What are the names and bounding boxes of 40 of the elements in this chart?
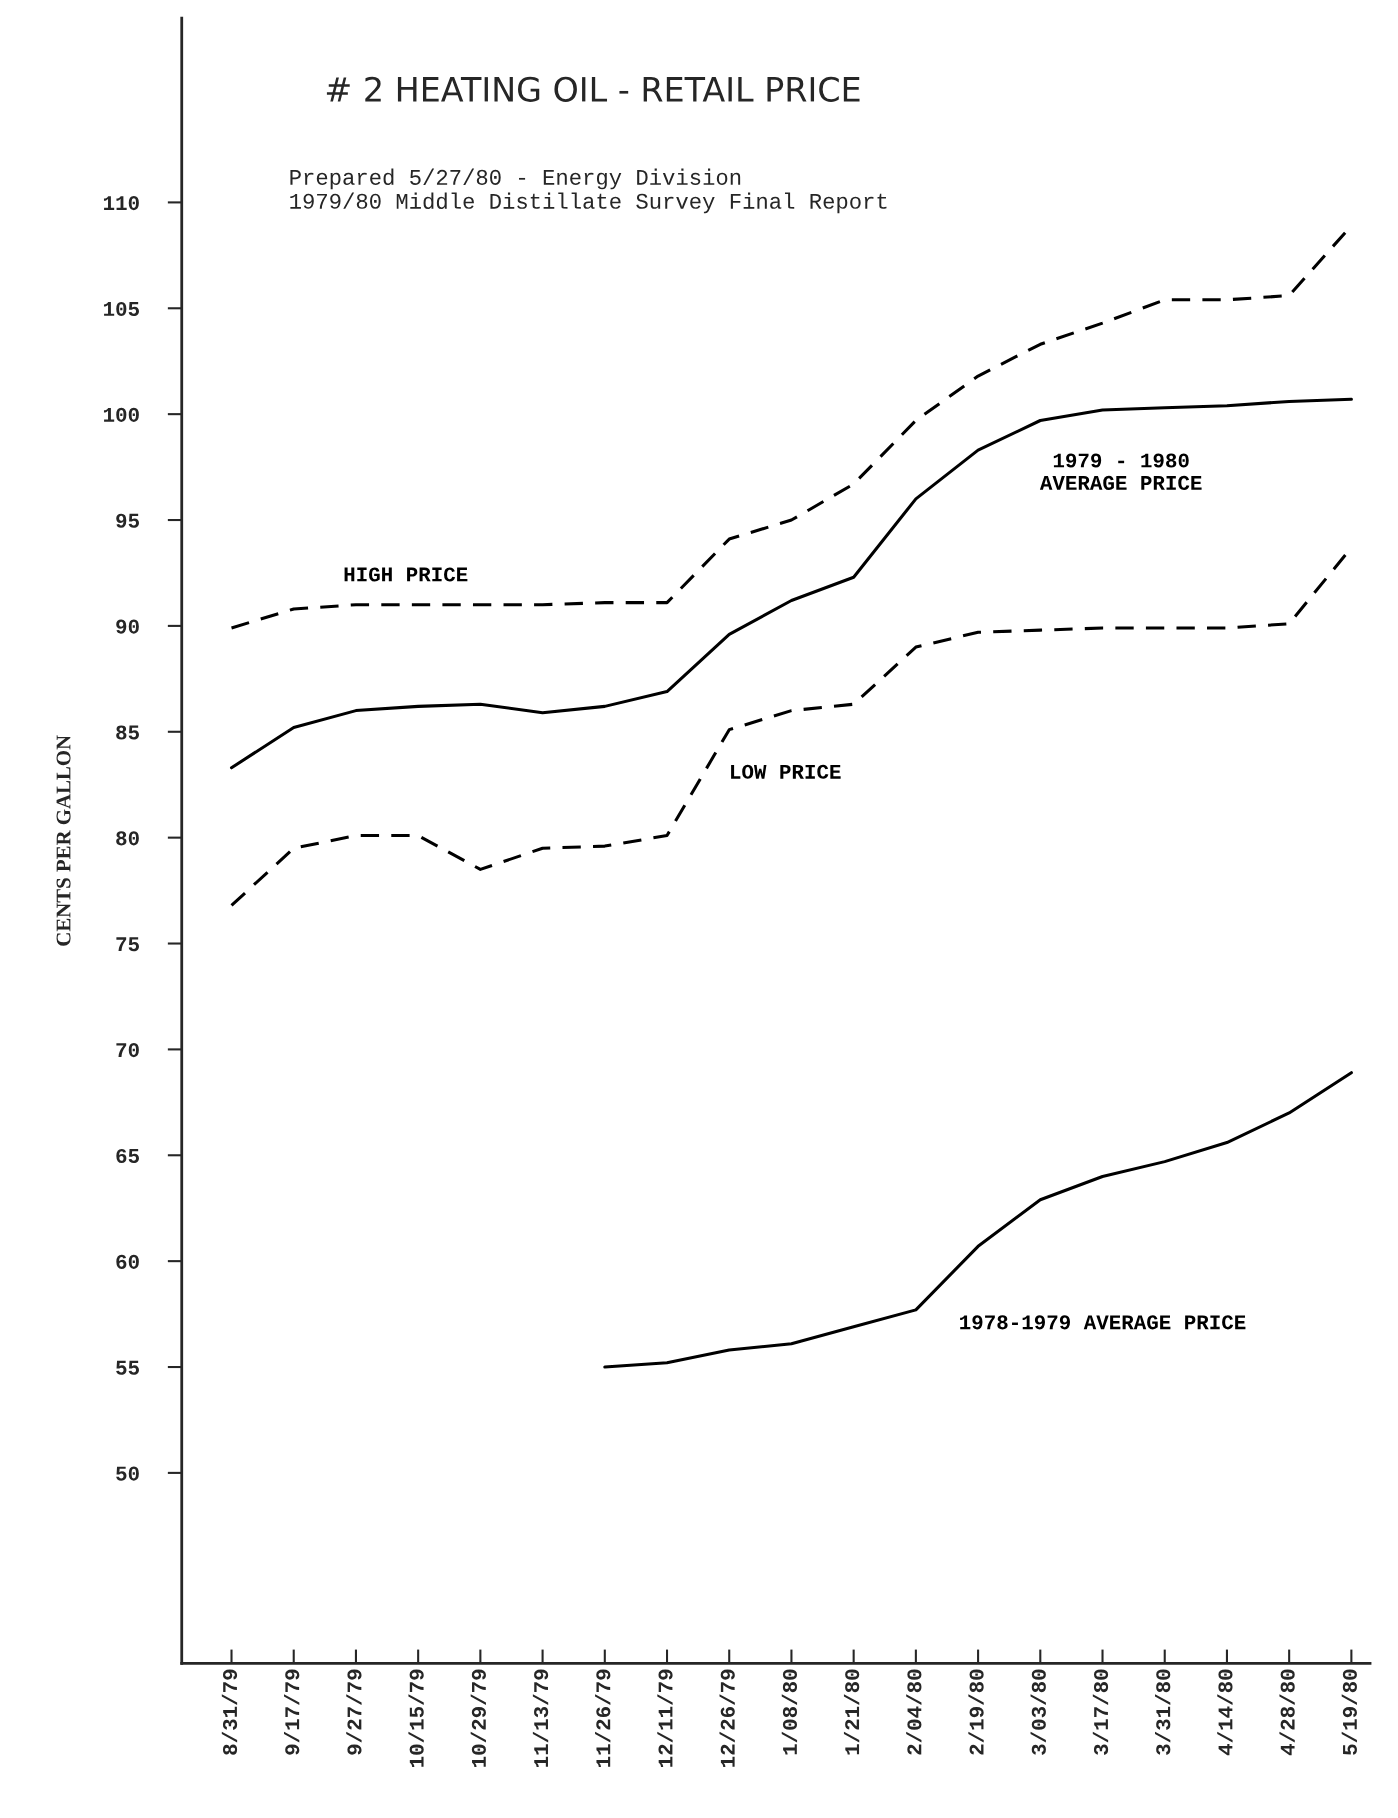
x-tick-label: 1/08/80 <box>781 1669 798 1755</box>
y-tick-label: 95 <box>116 513 139 528</box>
x-tick-label: 12/11/79 <box>657 1669 673 1767</box>
y-tick-label: 60 <box>116 1254 139 1269</box>
y-tick-label: 100 <box>103 407 139 422</box>
x-tick-label: 2/19/80 <box>968 1669 984 1755</box>
series-label: HIGH PRICE <box>344 567 468 582</box>
x-tick-label: 5/19/80 <box>1341 1669 1357 1755</box>
x-tick-label: 4/14/80 <box>1217 1669 1233 1756</box>
line-series <box>603 1071 1353 1369</box>
series-label: 1979 - 1980 AVERAGE PRICE <box>1039 453 1202 491</box>
series-label: LOW PRICE <box>731 764 841 779</box>
y-tick-label: 50 <box>116 1466 139 1481</box>
y-tick-label: 80 <box>116 831 139 846</box>
y-tick-label: 90 <box>116 619 139 634</box>
y-tick-label: 110 <box>103 196 139 211</box>
y-tick-label: 65 <box>116 1148 139 1164</box>
y-tick-label: 85 <box>116 725 139 740</box>
y-tick-label: 75 <box>116 937 139 952</box>
x-tick-label: 3/17/80 <box>1092 1669 1109 1755</box>
x-tick-label: 11/13/79 <box>532 1669 549 1767</box>
x-tick-label: 9/27/79 <box>346 1669 362 1755</box>
y-tick-label: 105 <box>103 301 139 317</box>
x-tick-label: 10/29/79 <box>470 1669 486 1767</box>
x-tick-label: 4/28/80 <box>1279 1669 1295 1756</box>
text: # 2 HEATING OIL - RETAIL PRICE <box>326 76 860 102</box>
y-tick-label: 70 <box>116 1043 139 1058</box>
series-label: 1978-1979 AVERAGE PRICE <box>960 1315 1246 1330</box>
x-tick-label: 2/04/80 <box>906 1669 922 1755</box>
x-tick-label: 12/26/79 <box>719 1669 735 1767</box>
y-axis-title: CENTS PER GALLON <box>56 735 71 946</box>
x-tick-label: 1/21/80 <box>843 1669 860 1755</box>
x-tick-label: 3/31/80 <box>1155 1669 1171 1755</box>
x-tick-label: 8/31/79 <box>221 1669 238 1755</box>
x-tick-label: 3/03/80 <box>1030 1669 1046 1755</box>
x-tick-label: 9/17/79 <box>284 1669 300 1755</box>
text: Prepared 5/27/80 - Energy Division 1979/80 Middle Distillate Survey Final Report <box>290 168 887 214</box>
x-tick-label: 10/15/79 <box>408 1669 424 1767</box>
x-tick-label: 11/26/79 <box>595 1669 611 1767</box>
y-tick-label: 55 <box>116 1360 139 1375</box>
